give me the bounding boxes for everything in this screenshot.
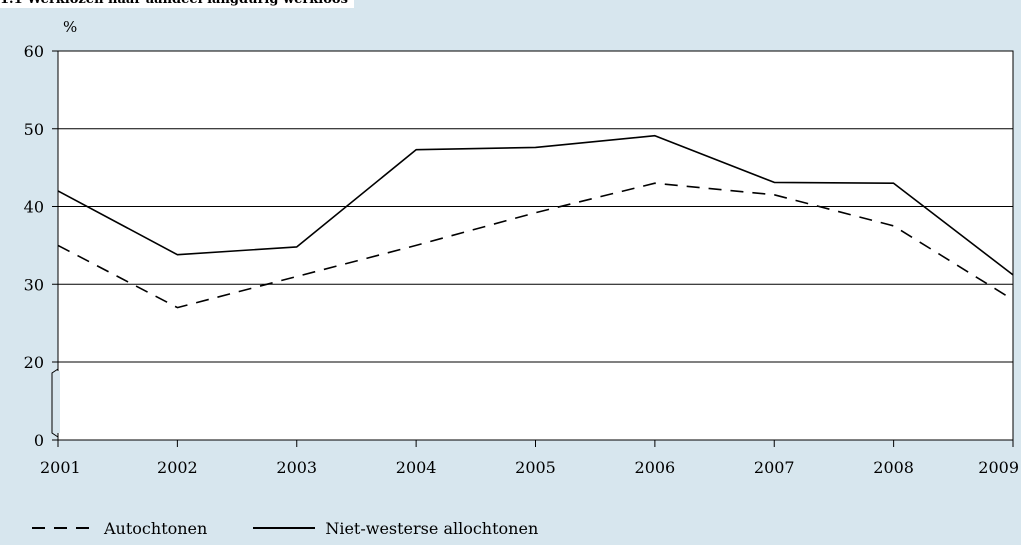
axis-break-gap bbox=[56, 371, 60, 433]
chart-title: 1.1 Werklozen naar aandeel langdurig wer… bbox=[0, 0, 354, 8]
x-tick-label: 2009 bbox=[978, 458, 1019, 477]
x-tick-label: 2007 bbox=[754, 458, 795, 477]
x-tick-label: 2008 bbox=[873, 458, 914, 477]
axes: 0 20 30 40 50 60 2001 2002 2003 2004 2005 2006 2007 2… bbox=[24, 42, 1019, 477]
y-tick-label: 40 bbox=[24, 198, 44, 217]
legend-label: Autochtonen bbox=[104, 518, 208, 538]
x-tick-label: 2004 bbox=[396, 458, 437, 477]
x-tick-label: 2006 bbox=[635, 458, 676, 477]
legend-label: Niet-westerse allochtonen bbox=[325, 518, 539, 538]
legend-item-niet-westerse-allochtonen: Niet-westerse allochtonen bbox=[253, 519, 538, 538]
x-tick-label: 2002 bbox=[157, 458, 198, 477]
y-tick-label: 60 bbox=[24, 42, 44, 61]
y-axis-label: % bbox=[63, 18, 77, 36]
x-tick-label: 2003 bbox=[276, 458, 317, 477]
x-tick-label: 2005 bbox=[515, 458, 556, 477]
y-tick-label: 30 bbox=[24, 275, 44, 294]
axis-break-zigzag bbox=[51, 368, 59, 438]
legend-swatch-solid bbox=[253, 527, 316, 529]
legend-item-autochtonen: Autochtonen bbox=[32, 519, 207, 538]
series-lines bbox=[57, 134, 1014, 309]
legend: Autochtonen Niet-westerse allochtonen bbox=[32, 517, 584, 539]
plot-area bbox=[57, 50, 1014, 441]
y-tick-label: 50 bbox=[24, 120, 44, 139]
y-tick-label: 0 bbox=[34, 431, 44, 450]
x-tick-label: 2001 bbox=[40, 458, 81, 477]
y-tick-label: 20 bbox=[24, 353, 44, 372]
legend-swatch-dashed bbox=[32, 527, 94, 529]
series-line-niet-westerse-allochtonen bbox=[57, 134, 1014, 276]
gridlines bbox=[58, 128, 1013, 363]
